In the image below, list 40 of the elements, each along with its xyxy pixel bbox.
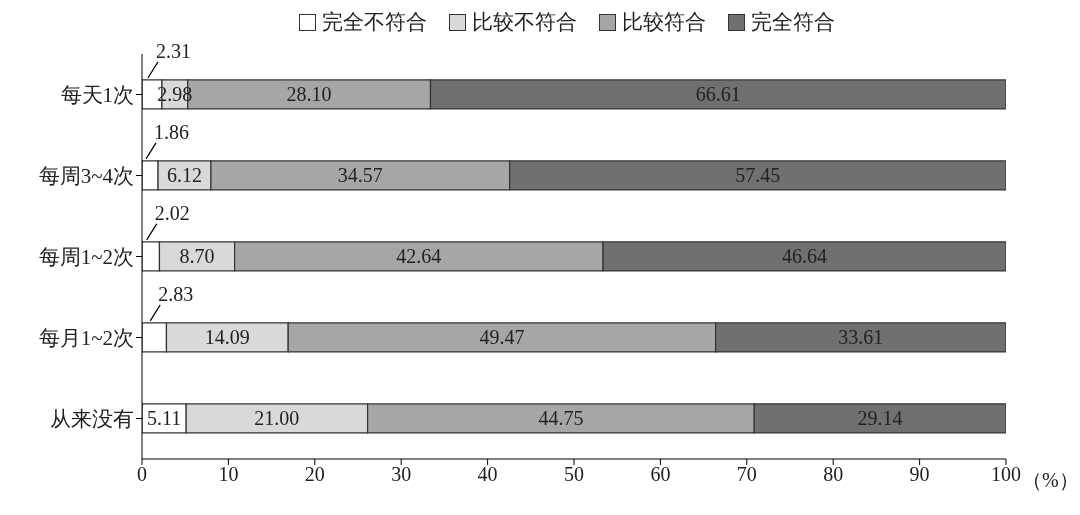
data-label: 1.86	[154, 120, 190, 143]
x-tick-label: 50	[564, 463, 584, 486]
y-tick-label: 每周1~2次	[38, 244, 134, 269]
legend-label: 比较符合	[622, 9, 706, 36]
data-label: 49.47	[479, 326, 525, 349]
legend-label: 比较不符合	[472, 9, 577, 36]
data-label: 57.45	[735, 164, 781, 187]
y-tick-label: 从来没有	[50, 406, 134, 431]
legend-label: 完全不符合	[322, 9, 427, 36]
data-label: 5.11	[146, 407, 182, 430]
data-label: 33.61	[838, 326, 884, 349]
y-tick-label: 每月1~2次	[38, 325, 134, 350]
data-label: 6.12	[167, 164, 203, 187]
x-tick-label: 10	[218, 463, 239, 486]
y-tick-label: 每周3~4次	[38, 163, 134, 188]
x-tick-label: 90	[909, 463, 930, 486]
data-label: 2.31	[155, 39, 191, 62]
data-label: 2.02	[154, 201, 190, 224]
x-axis-title: （%）	[1022, 469, 1079, 491]
x-tick-label: 20	[304, 463, 325, 486]
data-label: 44.75	[538, 407, 584, 430]
data-label: 46.64	[782, 245, 828, 268]
x-tick-label: 0	[137, 463, 147, 486]
legend-label: 完全符合	[751, 9, 835, 36]
x-tick-label: 100	[991, 463, 1021, 486]
data-label: 29.14	[857, 407, 903, 430]
x-tick-label: 60	[650, 463, 671, 486]
data-label: 28.10	[286, 83, 332, 106]
y-tick-label: 每天1次	[60, 82, 134, 107]
data-label: 34.57	[337, 164, 383, 187]
x-tick-label: 30	[391, 463, 412, 486]
data-label: 21.00	[254, 407, 300, 430]
data-label: 42.64	[396, 245, 442, 268]
x-tick-label: 80	[823, 463, 844, 486]
x-tick-label: 70	[736, 463, 757, 486]
data-label: 2.83	[158, 282, 194, 305]
data-label: 66.61	[695, 83, 741, 106]
data-label: 14.09	[204, 326, 250, 349]
data-label: 8.70	[179, 245, 215, 268]
x-tick-label: 40	[477, 463, 498, 486]
